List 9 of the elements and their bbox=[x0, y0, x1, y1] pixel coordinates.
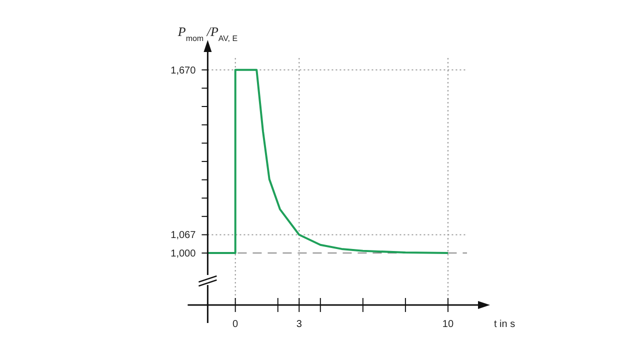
x-axis-title: t in s bbox=[494, 319, 516, 330]
line-series bbox=[206, 68, 449, 254]
x-tick-label: 10 bbox=[442, 319, 454, 330]
y-axis-title: P$_{mom}$ /P$_{AV, E}$ bbox=[176, 24, 238, 42]
x-tick-label: 3 bbox=[296, 319, 302, 330]
y-tick-label: 1,000 bbox=[170, 248, 196, 260]
y-tick-label: 1,067 bbox=[170, 230, 196, 242]
x-tick-label: 0 bbox=[232, 319, 239, 330]
y-tick-label: 1,670 bbox=[170, 65, 196, 76]
